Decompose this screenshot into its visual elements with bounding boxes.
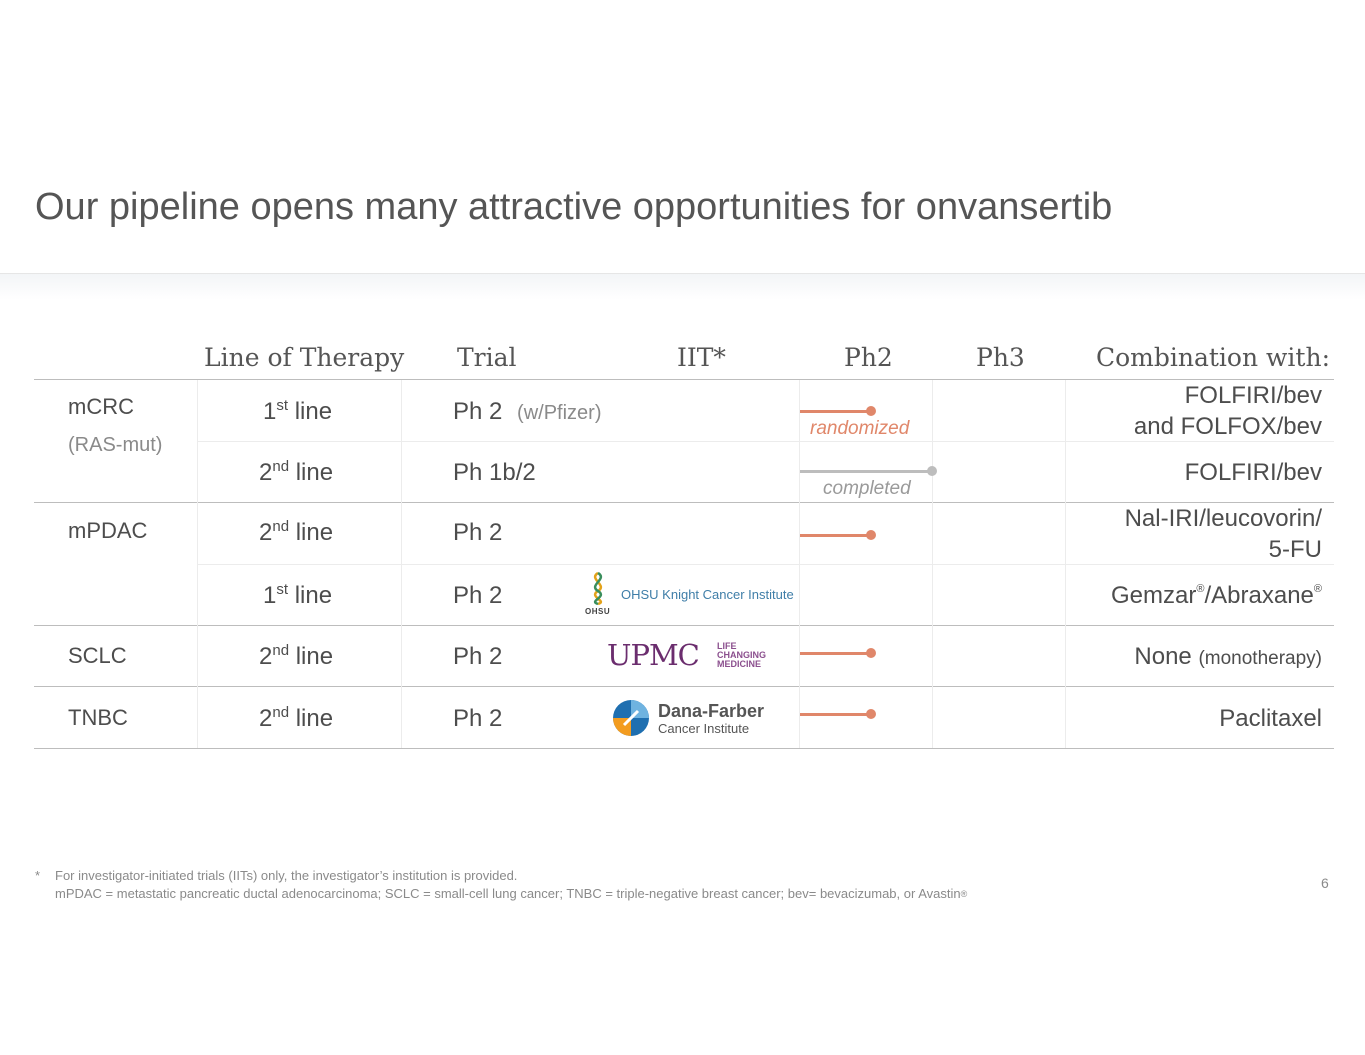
column-divider bbox=[1065, 380, 1066, 748]
header-trial: Trial bbox=[457, 343, 517, 372]
ohsu-logo: OHSU OHSU Knight Cancer Institute bbox=[583, 571, 795, 617]
dana-farber-name: Dana-Farber bbox=[658, 701, 765, 721]
combination-text: 5-FU bbox=[1268, 536, 1322, 563]
page-title: Our pipeline opens many attractive oppor… bbox=[35, 186, 1113, 228]
column-divider bbox=[799, 380, 800, 748]
table-header-rule bbox=[34, 379, 1334, 380]
trial-phase: Ph 1b/2 bbox=[453, 459, 536, 486]
group-divider bbox=[34, 502, 1334, 503]
column-divider bbox=[197, 380, 198, 748]
header-line-of-therapy: Line of Therapy bbox=[204, 343, 405, 372]
progress-bar bbox=[800, 534, 871, 537]
indication-mpdac: mPDAC bbox=[68, 518, 148, 543]
upmc-tagline: LIFE CHANGING MEDICINE bbox=[717, 641, 766, 669]
progress-endpoint bbox=[866, 709, 876, 719]
page-number: 6 bbox=[1321, 875, 1329, 891]
combination-text: FOLFIRI/bev bbox=[1184, 459, 1322, 486]
row-divider bbox=[198, 441, 1334, 442]
progress-label-completed: completed bbox=[823, 478, 911, 499]
progress-bar bbox=[800, 652, 871, 655]
progress-endpoint bbox=[866, 406, 876, 416]
group-divider bbox=[34, 686, 1334, 687]
line-of-therapy: 2nd line bbox=[259, 642, 334, 670]
footnote: * For investigator-initiated trials (IIT… bbox=[35, 867, 967, 903]
dana-farber-shield-icon bbox=[613, 700, 649, 736]
title-shade bbox=[0, 274, 1365, 300]
progress-endpoint bbox=[866, 530, 876, 540]
progress-bar bbox=[800, 410, 871, 413]
column-divider bbox=[401, 380, 402, 748]
line-of-therapy: 1st line bbox=[263, 397, 333, 425]
progress-endpoint bbox=[866, 648, 876, 658]
progress-bar bbox=[800, 470, 932, 473]
combination-text: Gemzar®/Abraxane® bbox=[1111, 582, 1322, 609]
line-of-therapy: 2nd line bbox=[259, 518, 334, 546]
trial-phase: Ph 2 bbox=[453, 705, 503, 732]
trial-phase: Ph 2 bbox=[453, 519, 503, 546]
line-of-therapy: 1st line bbox=[263, 581, 333, 609]
progress-endpoint bbox=[927, 466, 937, 476]
indication-tnbc: TNBC bbox=[68, 705, 128, 730]
trial-phase: Ph 2 bbox=[453, 643, 503, 670]
footnote-abbreviations: mPDAC = metastatic pancreatic ductal ade… bbox=[55, 886, 968, 901]
combination-text: Paclitaxel bbox=[1219, 705, 1322, 732]
progress-bar bbox=[800, 713, 871, 716]
group-divider bbox=[34, 625, 1334, 626]
trial-phase: Ph 2 (w/Pfizer) bbox=[453, 398, 602, 425]
upmc-logo: UPMC LIFE CHANGING MEDICINE bbox=[607, 638, 777, 672]
header-combination: Combination with: bbox=[1096, 343, 1330, 372]
dana-farber-subtitle: Cancer Institute bbox=[658, 721, 750, 736]
trial-phase: Ph 2 bbox=[453, 582, 503, 609]
title-divider bbox=[0, 273, 1365, 274]
ohsu-helix-icon bbox=[593, 571, 603, 605]
combination-text: Nal-IRI/leucovorin/ bbox=[1124, 505, 1322, 532]
upmc-wordmark: UPMC bbox=[607, 638, 700, 672]
header-iit: IIT* bbox=[677, 343, 726, 372]
header-ph3: Ph3 bbox=[976, 343, 1025, 372]
line-of-therapy: 2nd line bbox=[259, 458, 334, 486]
progress-label-randomized: randomized bbox=[810, 418, 910, 439]
ohsu-mark: OHSU bbox=[585, 607, 611, 616]
indication-mcrc: mCRC bbox=[68, 394, 134, 419]
dana-farber-logo: Dana-Farber Cancer Institute bbox=[612, 699, 772, 739]
line-of-therapy: 2nd line bbox=[259, 704, 334, 732]
combination-text: None (monotherapy) bbox=[1134, 643, 1322, 670]
trial-partner-note: (w/Pfizer) bbox=[517, 402, 602, 424]
combination-text: and FOLFOX/bev bbox=[1133, 413, 1322, 440]
ohsu-institution-name: OHSU Knight Cancer Institute bbox=[621, 587, 794, 602]
header-ph2: Ph2 bbox=[844, 343, 893, 372]
indication-mcrc-subtype: (RAS-mut) bbox=[68, 434, 163, 456]
footnote-iit-note: For investigator-initiated trials (IITs)… bbox=[55, 868, 518, 883]
table-bottom-rule bbox=[34, 748, 1334, 749]
combination-text: FOLFIRI/bev bbox=[1184, 382, 1322, 409]
column-divider bbox=[932, 380, 933, 748]
indication-sclc: SCLC bbox=[68, 643, 127, 668]
row-divider bbox=[198, 564, 1334, 565]
footnote-asterisk: * bbox=[35, 868, 41, 883]
